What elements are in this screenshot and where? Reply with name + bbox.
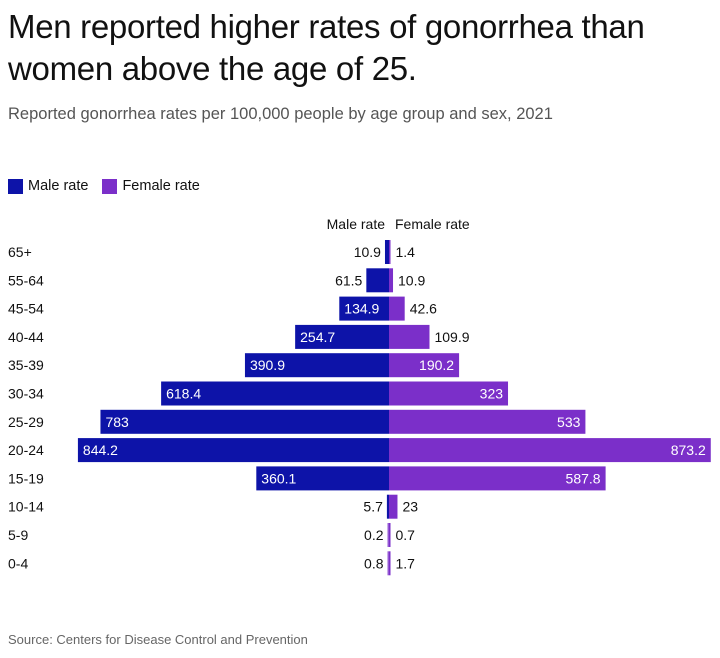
male-bar (387, 523, 389, 547)
male-bar (384, 240, 389, 264)
legend-label-male: Male rate (28, 178, 89, 194)
male-value-label: 254.7 (300, 329, 335, 345)
male-value-label: 390.9 (250, 357, 285, 373)
bar-row: 65+ 10.9 1.4 (8, 240, 415, 264)
category-label: 0-4 (8, 555, 28, 571)
legend-label-female: Female rate (122, 178, 200, 194)
category-label: 45-54 (8, 301, 44, 317)
category-label: 10-14 (8, 499, 44, 515)
female-value-label: 23 (402, 499, 418, 515)
male-bar (77, 438, 390, 463)
male-value-label: 783 (105, 414, 129, 430)
female-value-label: 190.2 (419, 357, 454, 373)
source-note: Source: Centers for Disease Control and … (8, 632, 308, 647)
male-value-label: 0.2 (364, 527, 384, 543)
bar-row: 45-54 134.9 42.6 (8, 296, 437, 321)
category-label: 35-39 (8, 357, 44, 373)
category-label: 55-64 (8, 272, 44, 288)
chart-subtitle: Reported gonorrhea rates per 100,000 peo… (8, 105, 553, 123)
bar-row: 10-14 5.7 23 (8, 494, 418, 519)
female-bar (389, 551, 391, 576)
male-value-label: 618.4 (166, 386, 201, 402)
female-bar (389, 268, 394, 293)
female-bar (389, 353, 460, 378)
female-bar (389, 296, 405, 321)
category-label: 30-34 (8, 386, 44, 402)
bar-row: 15-19 360.1 587.8 (8, 466, 606, 491)
female-value-label: 42.6 (410, 301, 437, 317)
female-bar (389, 494, 398, 519)
bar-rows: 65+ 10.9 1.4 55-64 61.5 10.9 45-54 134.9 42.6 40-… (8, 240, 711, 576)
female-bar (389, 523, 391, 547)
bar-row: 35-39 390.9 190.2 (8, 353, 460, 378)
male-bar (295, 324, 389, 349)
bar-row: 0-4 0.8 1.7 (8, 551, 416, 576)
female-value-label: 1.7 (396, 555, 416, 571)
male-bar (161, 381, 389, 406)
male-value-label: 0.8 (364, 555, 384, 571)
male-bar (387, 551, 389, 576)
female-bar (389, 324, 430, 349)
category-label: 25-29 (8, 414, 44, 430)
category-label: 65+ (8, 244, 32, 260)
legend-swatch-male (8, 178, 23, 194)
chart-title: Men reported higher rates of gonorrhea t… (8, 8, 645, 87)
male-value-label: 10.9 (354, 244, 381, 260)
legend-item-female: Female rate (102, 178, 200, 194)
male-bar (256, 466, 389, 491)
category-label: 20-24 (8, 442, 44, 458)
bar-row: 20-24 844.2 873.2 (8, 438, 711, 463)
male-bar (366, 268, 389, 293)
male-bar (339, 296, 389, 321)
bar-row: 30-34 618.4 323 (8, 381, 509, 406)
female-bar (389, 240, 391, 264)
column-header-male: Male rate (327, 216, 386, 232)
female-value-label: 533 (557, 414, 581, 430)
female-value-label: 587.8 (566, 470, 601, 486)
legend-item-male: Male rate (8, 178, 88, 194)
male-value-label: 360.1 (261, 470, 296, 486)
female-bar (389, 381, 509, 406)
female-bar (389, 409, 586, 434)
legend-swatch-female (102, 178, 118, 194)
male-value-label: 5.7 (363, 499, 383, 515)
female-value-label: 109.9 (434, 329, 469, 345)
bar-row: 5-9 0.2 0.7 (8, 523, 415, 547)
legend: Male rate Female rate (8, 178, 214, 194)
male-bar (100, 409, 389, 434)
column-header-female: Female rate (395, 216, 470, 232)
female-value-label: 0.7 (396, 527, 416, 543)
male-bar (386, 494, 389, 519)
category-label: 15-19 (8, 470, 44, 486)
male-value-label: 844.2 (83, 442, 118, 458)
male-value-label: 134.9 (344, 301, 379, 317)
female-value-label: 10.9 (398, 272, 425, 288)
bar-row: 25-29 783 533 (8, 409, 586, 434)
bar-row: 40-44 254.7 109.9 (8, 324, 470, 349)
bar-row: 55-64 61.5 10.9 (8, 268, 425, 293)
female-bar (389, 466, 606, 491)
category-label: 5-9 (8, 527, 28, 543)
female-value-label: 1.4 (396, 244, 416, 260)
category-label: 40-44 (8, 329, 44, 345)
female-value-label: 323 (480, 386, 504, 402)
male-value-label: 61.5 (335, 272, 362, 288)
female-bar (389, 438, 711, 463)
female-value-label: 873.2 (671, 442, 706, 458)
male-bar (244, 353, 389, 378)
